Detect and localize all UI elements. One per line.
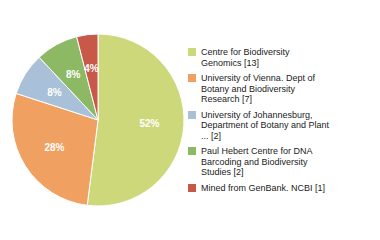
html-text:... [2]: ... [2]: [201, 130, 221, 141]
html-text:Paul Hebert Centre for DNA: Paul Hebert Centre for DNA: [201, 146, 313, 156]
html-text:Barcoding and Biodiversity: Barcoding and Biodiversity: [201, 156, 308, 167]
html-text:Research [7]: Research [7]: [201, 94, 252, 104]
html-text:University of Vienna. Dept of: University of Vienna. Dept of: [201, 73, 315, 83]
svg-text:28%: 28%: [44, 142, 64, 153]
html-text:Botany and Biodiversity: Botany and Biodiversity: [201, 83, 296, 94]
html-text:University of Johannesburg,: University of Johannesburg,: [201, 109, 313, 120]
html-text:Mined from GenBank. NCBI [1]: Mined from GenBank. NCBI [1]: [201, 182, 326, 193]
html-text:Studies [2]: Studies [2]: [201, 167, 244, 177]
svg-text:4%: 4%: [84, 63, 99, 74]
svg-text:8%: 8%: [66, 69, 81, 80]
html-text:Centre for Biodiversity: Centre for Biodiversity: [201, 47, 290, 57]
svg-text:8%: 8%: [47, 87, 62, 98]
svg-text:52%: 52%: [139, 118, 159, 129]
html-text:Department of Botany and Plant: Department of Botany and Plant: [201, 120, 330, 130]
html-text:Genomics [13]: Genomics [13]: [201, 57, 259, 68]
